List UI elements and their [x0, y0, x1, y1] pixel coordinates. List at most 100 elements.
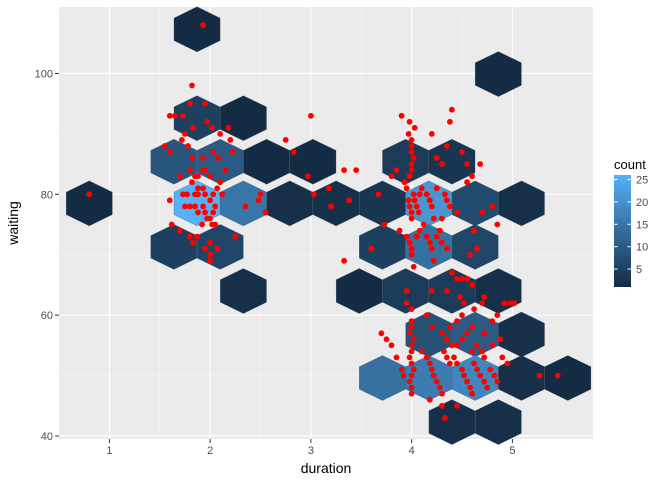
data-point: [200, 155, 207, 161]
data-point: [214, 185, 221, 192]
data-point: [172, 112, 178, 119]
data-point: [408, 161, 415, 168]
data-point: [444, 354, 450, 361]
data-point: [454, 360, 460, 367]
data-point: [202, 209, 209, 216]
data-point: [400, 372, 407, 379]
data-point: [459, 149, 465, 155]
data-point: [437, 384, 443, 391]
data-point: [202, 100, 209, 107]
data-point: [481, 378, 488, 385]
data-point: [212, 203, 219, 210]
legend-tick-label: 20: [636, 197, 648, 209]
hex-bin: [498, 355, 545, 401]
data-point: [499, 354, 506, 361]
data-point: [437, 227, 443, 234]
data-point: [406, 118, 413, 125]
data-point: [368, 245, 375, 252]
hex-bin: [173, 6, 221, 53]
data-point: [182, 203, 188, 210]
data-point: [479, 348, 486, 355]
data-point: [168, 221, 175, 228]
hex-bin: [220, 180, 267, 227]
data-point: [210, 149, 217, 155]
data-point: [192, 203, 198, 210]
data-point: [471, 360, 477, 367]
data-point: [469, 390, 475, 397]
x-tick-label: 4: [409, 445, 415, 457]
data-point: [408, 372, 415, 379]
data-point: [341, 257, 347, 264]
data-point: [439, 161, 445, 168]
data-point: [398, 366, 405, 373]
data-point: [189, 155, 195, 161]
data-point: [433, 233, 440, 240]
data-point: [469, 348, 475, 355]
data-point: [467, 251, 473, 258]
data-point: [393, 354, 400, 361]
data-point: [209, 124, 216, 131]
data-point: [406, 330, 413, 337]
data-point: [227, 137, 234, 143]
data-point: [403, 233, 410, 240]
data-point: [204, 118, 211, 125]
data-point: [494, 312, 501, 318]
data-point: [207, 239, 214, 246]
data-point: [199, 221, 206, 228]
data-point: [504, 360, 511, 367]
data-point: [189, 179, 195, 186]
data-point: [204, 215, 211, 222]
data-point: [187, 100, 193, 107]
hex-bin: [173, 95, 221, 141]
data-point: [207, 251, 214, 258]
data-point: [195, 191, 201, 198]
data-point: [190, 124, 196, 131]
hex-bin: [220, 268, 267, 314]
data-point: [439, 330, 445, 337]
data-point: [396, 227, 403, 234]
data-point: [212, 221, 219, 228]
data-point: [408, 324, 415, 331]
data-point: [411, 197, 418, 204]
data-point: [461, 300, 467, 306]
data-point: [194, 233, 200, 240]
data-point: [428, 245, 435, 252]
data-point: [471, 227, 477, 234]
x-tick-label: 1: [106, 445, 112, 457]
data-point: [449, 269, 455, 276]
color-legend: count 5 10 15 20 25: [614, 157, 648, 287]
data-point: [459, 336, 465, 343]
legend-ticks: 5 10 15 20 25: [614, 174, 648, 276]
data-point: [177, 173, 183, 180]
data-point: [408, 348, 415, 355]
data-point: [408, 149, 415, 155]
hex-bin: [475, 399, 522, 445]
y-axis-title: waiting: [5, 201, 21, 246]
data-point: [471, 306, 477, 312]
data-point: [290, 149, 297, 155]
data-point: [408, 215, 415, 222]
data-point: [408, 209, 415, 216]
data-point: [200, 22, 207, 28]
data-point: [210, 209, 217, 216]
data-point: [190, 239, 196, 246]
legend-title: count: [614, 157, 646, 172]
data-point: [410, 263, 417, 270]
data-point: [477, 372, 484, 379]
data-point: [202, 191, 209, 198]
data-point: [454, 342, 460, 349]
data-point: [447, 360, 453, 367]
data-point: [408, 167, 415, 174]
data-point: [326, 185, 332, 192]
data-point: [494, 221, 501, 228]
data-point: [491, 372, 498, 379]
data-point: [353, 167, 360, 174]
data-point: [215, 155, 222, 161]
data-point: [180, 191, 186, 198]
data-point: [413, 233, 420, 240]
data-point: [487, 366, 494, 373]
data-point: [388, 173, 395, 180]
data-point: [464, 161, 470, 168]
data-point: [217, 131, 224, 137]
